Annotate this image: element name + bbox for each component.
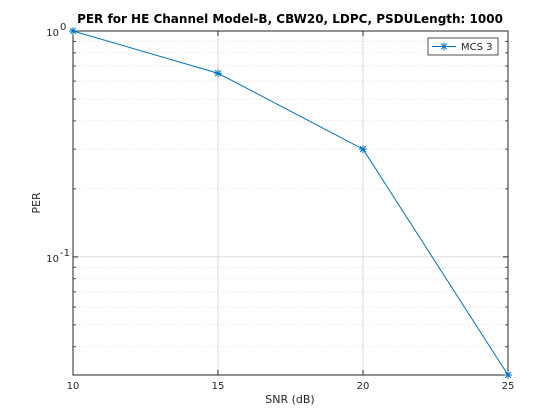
x-tick-label: 25 — [502, 381, 515, 392]
x-axis-label: SNR (dB) — [265, 393, 314, 406]
x-tick-label: 20 — [357, 381, 370, 392]
marker-stroke — [69, 27, 77, 35]
data-point — [504, 371, 512, 379]
marker-stroke — [359, 145, 367, 153]
legend-box — [427, 37, 499, 56]
data-point — [359, 145, 367, 154]
y-tick-label: 10 — [46, 28, 59, 39]
marker-stroke — [504, 371, 512, 379]
marker-stroke — [214, 70, 222, 77]
x-tick-label: 15 — [212, 381, 225, 392]
minor-grid — [73, 40, 508, 376]
data-point — [69, 27, 77, 35]
series-line — [72, 30, 509, 376]
legend: MCS 3 — [427, 37, 499, 56]
y-tick-exponent: 0 — [60, 22, 66, 33]
marker-stroke — [440, 43, 448, 50]
legend-label: MCS 3 — [461, 42, 493, 53]
major-grid — [72, 30, 509, 375]
y-tick-label: 10 — [46, 254, 59, 265]
legend-marker — [440, 42, 448, 51]
series-layer — [69, 27, 512, 379]
chart-title: PER for HE Channel Model-B, CBW20, LDPC,… — [77, 12, 503, 26]
axes-box — [72, 30, 509, 376]
x-tick-label: 10 — [67, 381, 80, 392]
y-axis-label: PER — [30, 192, 43, 214]
y-tick-exponent: -1 — [60, 248, 70, 259]
data-point — [214, 69, 222, 78]
